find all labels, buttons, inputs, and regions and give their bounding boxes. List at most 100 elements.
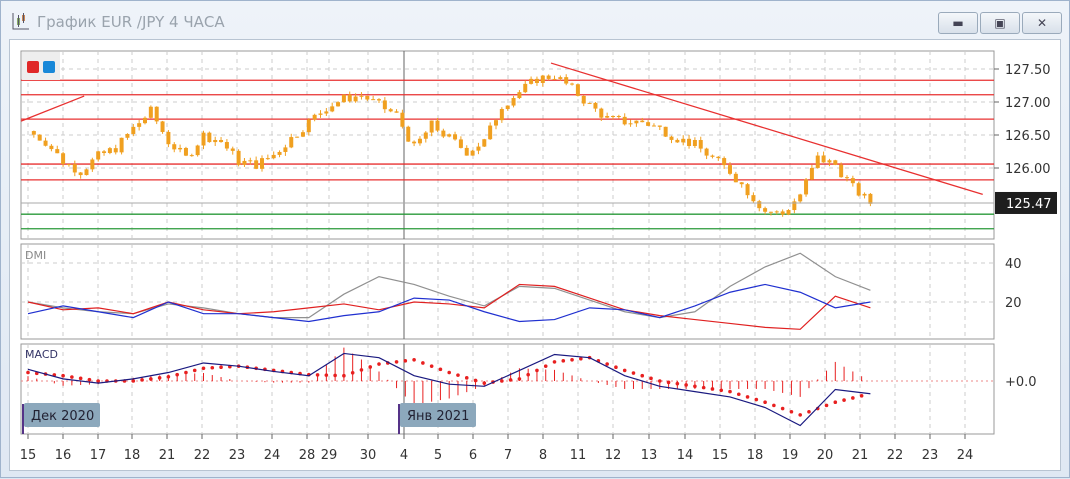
candle (201, 132, 206, 146)
candle (798, 194, 803, 202)
candle (657, 125, 662, 127)
candle (90, 159, 95, 170)
date-tick-label: 5 (434, 448, 442, 463)
candle (119, 137, 124, 153)
candle (283, 147, 288, 152)
date-tick-label: 23 (922, 448, 939, 463)
close-button[interactable]: ✕ (1022, 12, 1062, 34)
candle (488, 125, 493, 140)
signal-dot (219, 365, 223, 370)
trend-line (20, 95, 85, 122)
signal-dot (333, 373, 337, 378)
candle (84, 169, 89, 176)
date-tick-label: 16 (55, 448, 72, 463)
candle (49, 145, 54, 150)
candle (722, 158, 727, 166)
candle (330, 106, 335, 112)
signal-dot (70, 375, 74, 379)
candle (277, 151, 282, 155)
blue-swatch-icon (43, 61, 55, 73)
date-tick-label: 18 (747, 448, 764, 463)
candle (768, 211, 773, 213)
signal-dot (421, 361, 425, 365)
signal-dot (842, 398, 846, 402)
month-label: Янв 2021 (407, 409, 469, 424)
signal-dot (500, 379, 504, 383)
signal-dot (859, 394, 864, 398)
candle (628, 123, 633, 125)
candle (669, 136, 674, 140)
trend-line (550, 62, 983, 196)
date-tick-label: 17 (90, 448, 107, 463)
candle (260, 158, 264, 169)
date-tick-label: 20 (817, 448, 834, 463)
signal-dot (184, 370, 188, 375)
signal-dot (315, 373, 320, 377)
candle (856, 183, 861, 196)
minimize-button[interactable]: ▬ (938, 12, 978, 34)
candle (394, 111, 399, 113)
signal-dot (570, 358, 574, 362)
candle (687, 138, 692, 146)
candle (845, 177, 849, 179)
date-tick-label: 8 (539, 448, 547, 463)
candle (359, 95, 364, 97)
candle (289, 137, 294, 148)
month-label-box (400, 403, 476, 427)
maximize-button[interactable]: ▣ (980, 12, 1020, 34)
candle (78, 172, 83, 176)
candle (406, 126, 411, 142)
signal-dot (131, 379, 136, 383)
candle (254, 160, 259, 169)
candle (704, 148, 709, 156)
candle (540, 75, 545, 83)
dmi-tick-label: 20 (1005, 296, 1022, 311)
signal-dot (754, 397, 759, 402)
candle (494, 120, 498, 126)
candle (862, 193, 867, 196)
candle (839, 164, 844, 178)
candle (821, 155, 826, 163)
signal-dot (201, 366, 206, 371)
signal-dot (324, 373, 329, 377)
candle (529, 78, 534, 84)
candle (634, 120, 639, 124)
dmi-tick-label: 40 (1005, 257, 1022, 272)
candle (148, 106, 153, 118)
candle (774, 211, 779, 213)
date-tick-label: 23 (229, 448, 246, 463)
candle (599, 108, 604, 118)
candle (505, 105, 510, 109)
candle (482, 139, 487, 147)
signal-dot (745, 395, 750, 399)
candle (716, 156, 721, 159)
candle (219, 139, 224, 143)
signal-dot (61, 373, 65, 378)
candle (792, 201, 797, 211)
candle (382, 100, 387, 110)
candle (698, 140, 703, 149)
candle (710, 155, 715, 157)
candle (131, 126, 136, 134)
signal-dot (666, 380, 671, 385)
maximize-icon: ▣ (994, 16, 1006, 30)
candle (423, 132, 428, 139)
candle (160, 121, 165, 132)
signal-dot (96, 379, 100, 383)
signal-dot (473, 378, 478, 383)
candle (230, 148, 235, 151)
candle (236, 150, 241, 165)
date-tick-label: 24 (957, 448, 974, 463)
candle (37, 134, 42, 141)
date-tick-label: 14 (677, 448, 694, 463)
candle (534, 78, 539, 83)
signal-dot (87, 377, 92, 382)
candle (166, 131, 171, 145)
signal-dot (149, 377, 153, 381)
candle (728, 165, 732, 174)
candle (751, 195, 756, 202)
signal-dot (658, 379, 662, 383)
date-tick-label: 12 (605, 448, 622, 463)
signal-dot (447, 370, 452, 375)
